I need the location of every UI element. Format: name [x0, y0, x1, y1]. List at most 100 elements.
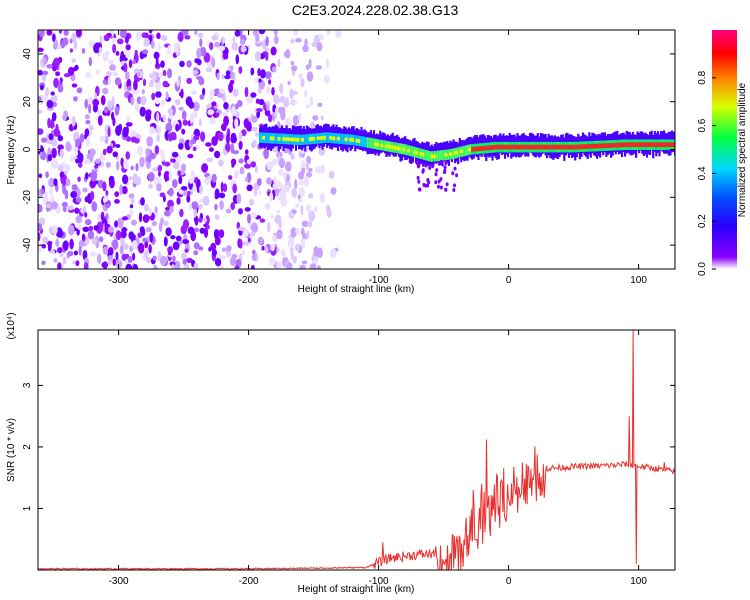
- spectrogram-ridge-cell: [392, 145, 397, 150]
- spectrogram-noise-cell: [214, 203, 218, 211]
- snr-y-label: SNR (10 * v/v): [6, 418, 17, 482]
- spectrogram-noise-cell: [232, 150, 239, 155]
- spectrogram-noise-cell: [225, 245, 232, 252]
- spectrogram-noise-cell: [202, 217, 207, 223]
- spectrogram-ridge-cell: [261, 135, 266, 140]
- spectrogram-ridge-cell: [630, 142, 633, 148]
- spectrogram-noise-cell: [211, 101, 217, 107]
- spectrogram-noise-cell: [157, 43, 161, 51]
- spectrogram-noise-cell: [57, 164, 64, 172]
- spectrogram-ridge-cell: [328, 135, 333, 140]
- spectrogram-noise-cell: [292, 115, 300, 126]
- spectrogram-ridge-cell: [406, 148, 411, 153]
- spectrogram-noise-cell: [125, 122, 133, 127]
- spectrogram-noise-cell: [246, 95, 254, 104]
- spectrogram-noise-cell: [292, 257, 297, 264]
- spectrogram-noise-cell: [104, 135, 109, 144]
- spectrogram-noise-cell: [107, 76, 112, 86]
- spectrogram-noise-cell: [209, 42, 214, 51]
- spectrogram-ridge-cell: [603, 143, 606, 149]
- spectrogram-ridge-cell: [372, 138, 376, 149]
- spectrogram-noise-cell: [221, 247, 226, 252]
- spectrogram-ridge-cell: [388, 144, 392, 149]
- spectrogram-noise-cell: [294, 243, 301, 252]
- spectrogram-noise-cell: [274, 110, 278, 120]
- spectrogram-ridge-cell: [530, 144, 533, 150]
- spectrogram-noise-cell: [278, 106, 285, 115]
- spectrogram-ridge-cell: [455, 150, 460, 155]
- colorbar-tick-label: 0.4: [697, 166, 708, 180]
- spectrogram-noise-cell: [160, 99, 165, 107]
- spectrogram-noise-cell: [154, 145, 160, 155]
- spectrogram-noise-cell: [267, 221, 271, 233]
- spectrogram-noise-cell: [179, 208, 184, 218]
- spectrogram-ridge-cell: [502, 144, 505, 150]
- spectrogram-ridge-cell: [667, 142, 670, 148]
- colorbar: 0.0 0.2 0.4 0.6 0.8 Normalized spectral ampl…: [697, 30, 748, 276]
- spectrogram-noise-cell: [230, 71, 235, 79]
- spectrogram-noise-cell: [62, 177, 66, 187]
- colorbar-gradient: [712, 30, 737, 269]
- spectrogram-noise-cell: [303, 175, 310, 187]
- spectrogram-noise-cell: [437, 184, 440, 189]
- spectrogram-noise-cell: [208, 147, 214, 153]
- spectrogram-noise-cell: [190, 90, 197, 95]
- spectrogram-noise-cell: [202, 195, 210, 206]
- spectrogram-ridge-cell: [282, 137, 286, 141]
- spectrogram-noise-cell: [75, 197, 82, 203]
- spectrogram-noise-cell: [437, 161, 441, 166]
- spectrogram-noise-cell: [291, 65, 298, 72]
- spectrogram-noise-cell: [158, 170, 161, 177]
- spectrogram-noise-cell: [63, 73, 71, 78]
- spectrogram-ridge-cell: [296, 137, 300, 142]
- spectrogram-noise-cell: [119, 30, 127, 39]
- spectrogram-ridge-cell: [491, 145, 494, 150]
- spectrogram-noise-cell: [48, 241, 52, 251]
- spectrogram-ridge-cell: [467, 147, 472, 152]
- spectrogram-noise-cell: [214, 41, 221, 48]
- spectrogram-noise-cell: [171, 263, 175, 269]
- spectrogram-noise-cell: [205, 215, 210, 225]
- spectrogram-noise-cell: [71, 58, 76, 63]
- spectrogram-noise-cell: [149, 232, 154, 243]
- spectrogram-noise-cell: [61, 201, 68, 208]
- spectrogram-noise-cell: [212, 249, 217, 256]
- spectrogram-noise-cell: [266, 177, 272, 185]
- spectrogram-noise-cell: [291, 209, 297, 215]
- spectrogram-ridge-cell: [500, 144, 503, 150]
- spectrogram-noise-cell: [184, 248, 189, 253]
- colorbar-tick-label: 0.2: [697, 214, 708, 228]
- spectrogram-noise-cell: [128, 59, 133, 68]
- spectrogram-noise-cell: [218, 159, 224, 167]
- spectrogram-noise-cell: [261, 245, 265, 251]
- spectrogram-noise-cell: [267, 113, 273, 123]
- spectrogram-y-tick-label: 20: [22, 96, 33, 108]
- spectrogram-noise-cell: [142, 237, 147, 243]
- spectrogram-y-tick-label: 40: [22, 48, 33, 60]
- spectrogram-noise-cell: [216, 93, 224, 98]
- spectrogram-noise-cell: [112, 151, 119, 158]
- spectrogram-noise-cell: [443, 165, 447, 170]
- spectrogram-noise-cell: [222, 183, 228, 193]
- spectrogram-noise-cell: [254, 188, 258, 197]
- spectrogram-ridge-cell: [343, 133, 346, 145]
- spectrogram-noise-cell: [184, 35, 191, 40]
- spectrogram-ridge-cell: [405, 144, 408, 155]
- spectrogram-noise-cell: [151, 221, 158, 227]
- spectrogram-noise-cell: [155, 91, 162, 98]
- spectrogram-noise-cell: [148, 171, 155, 182]
- spectrogram-noise-cell: [250, 231, 256, 237]
- spectrogram-noise-cell: [38, 141, 41, 152]
- spectrogram-noise-cell: [299, 186, 305, 197]
- spectrogram-noise-cell: [439, 185, 443, 190]
- spectrogram-noise-cell: [244, 86, 249, 98]
- spectrogram-noise-cell: [453, 166, 457, 171]
- spectrogram-noise-cell: [254, 165, 258, 174]
- spectrogram-noise-cell: [232, 36, 236, 42]
- spectrogram-noise-cell: [323, 75, 330, 84]
- spectrogram-noise-cell: [106, 145, 113, 154]
- spectrogram-noise-cell: [209, 93, 214, 101]
- spectrogram-noise-cell: [153, 264, 158, 269]
- spectrogram-noise-cell: [213, 229, 219, 239]
- spectrogram-noise-cell: [53, 57, 61, 67]
